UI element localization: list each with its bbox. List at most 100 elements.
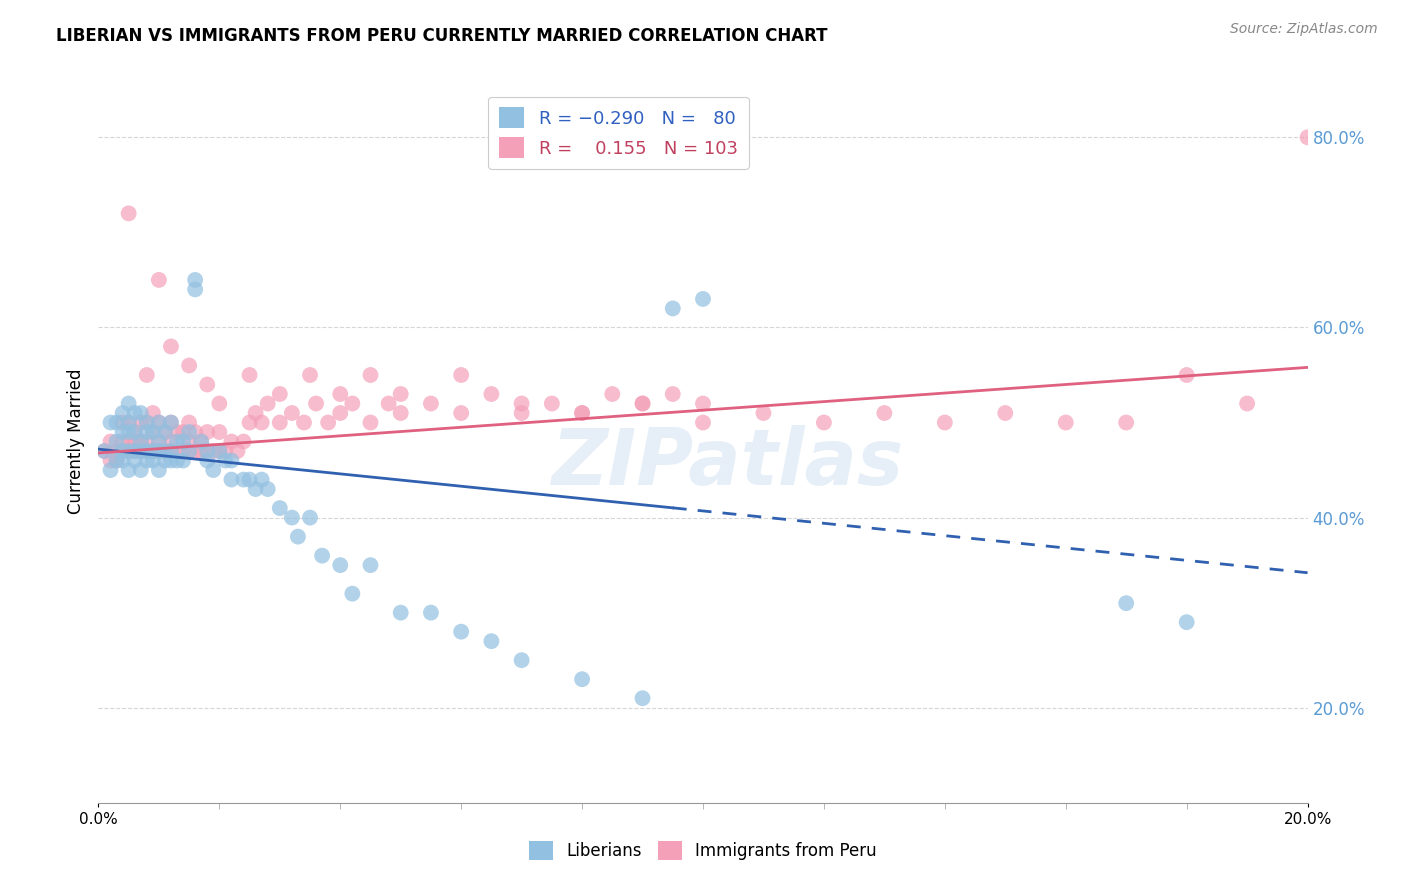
Point <box>226 444 249 458</box>
Point <box>129 463 152 477</box>
Point <box>135 434 157 449</box>
Point <box>105 453 128 467</box>
Point <box>179 425 201 439</box>
Point <box>142 425 165 439</box>
Point <box>129 416 152 430</box>
Point <box>184 425 207 439</box>
Text: Source: ZipAtlas.com: Source: ZipAtlas.com <box>1230 22 1378 37</box>
Point <box>142 406 165 420</box>
Point <box>124 425 146 439</box>
Point <box>190 434 212 449</box>
Point <box>129 434 152 449</box>
Point <box>160 416 183 430</box>
Point <box>105 444 128 458</box>
Point <box>450 368 472 382</box>
Point <box>873 406 896 420</box>
Y-axis label: Currently Married: Currently Married <box>66 368 84 515</box>
Point <box>118 444 141 458</box>
Point <box>100 453 122 467</box>
Point <box>195 425 218 439</box>
Point <box>239 368 262 382</box>
Point <box>135 425 157 439</box>
Point <box>118 425 141 439</box>
Point <box>450 406 472 420</box>
Point <box>450 624 472 639</box>
Point <box>111 444 134 458</box>
Point <box>292 416 315 430</box>
Point <box>111 425 134 439</box>
Point <box>111 453 134 467</box>
Point <box>100 463 122 477</box>
Point <box>160 444 183 458</box>
Point <box>111 444 134 458</box>
Point <box>202 444 225 458</box>
Point <box>540 396 562 410</box>
Point <box>184 282 207 296</box>
Point <box>93 444 115 458</box>
Point <box>124 434 146 449</box>
Point <box>124 444 146 458</box>
Point <box>299 368 322 382</box>
Point <box>281 406 304 420</box>
Point <box>118 206 141 220</box>
Point <box>214 453 236 467</box>
Point <box>148 273 170 287</box>
Point <box>221 453 243 467</box>
Text: LIBERIAN VS IMMIGRANTS FROM PERU CURRENTLY MARRIED CORRELATION CHART: LIBERIAN VS IMMIGRANTS FROM PERU CURRENT… <box>56 27 828 45</box>
Point <box>202 463 225 477</box>
Point <box>129 444 152 458</box>
Point <box>124 406 146 420</box>
Point <box>105 434 128 449</box>
Point <box>160 444 183 458</box>
Point <box>661 387 683 401</box>
Point <box>142 453 165 467</box>
Point <box>100 434 122 449</box>
Point <box>389 606 412 620</box>
Point <box>179 444 201 458</box>
Point <box>172 453 194 467</box>
Point <box>1175 368 1198 382</box>
Point <box>118 444 141 458</box>
Point <box>190 434 212 449</box>
Point <box>377 396 399 410</box>
Point <box>256 482 278 496</box>
Point <box>148 416 170 430</box>
Point <box>420 606 443 620</box>
Point <box>100 416 122 430</box>
Point <box>190 444 212 458</box>
Point <box>1115 416 1137 430</box>
Text: ZIPatlas: ZIPatlas <box>551 425 903 501</box>
Point <box>179 444 201 458</box>
Point <box>195 444 218 458</box>
Point <box>232 473 254 487</box>
Point <box>129 406 152 420</box>
Point <box>631 396 654 410</box>
Point <box>316 416 339 430</box>
Point <box>142 444 165 458</box>
Point <box>208 396 231 410</box>
Point <box>342 396 364 410</box>
Point <box>184 273 207 287</box>
Point <box>160 434 183 449</box>
Point <box>208 444 231 458</box>
Point <box>142 425 165 439</box>
Point <box>311 549 333 563</box>
Point <box>994 406 1017 420</box>
Point <box>135 368 157 382</box>
Point <box>250 473 273 487</box>
Point <box>148 444 170 458</box>
Point <box>510 396 533 410</box>
Point <box>360 368 382 382</box>
Point <box>420 396 443 410</box>
Point <box>692 416 714 430</box>
Point <box>329 406 352 420</box>
Point <box>111 406 134 420</box>
Point <box>153 425 176 439</box>
Point <box>329 387 352 401</box>
Point <box>692 396 714 410</box>
Point <box>172 444 194 458</box>
Point <box>1236 396 1258 410</box>
Point <box>166 434 188 449</box>
Point <box>135 416 157 430</box>
Point <box>631 396 654 410</box>
